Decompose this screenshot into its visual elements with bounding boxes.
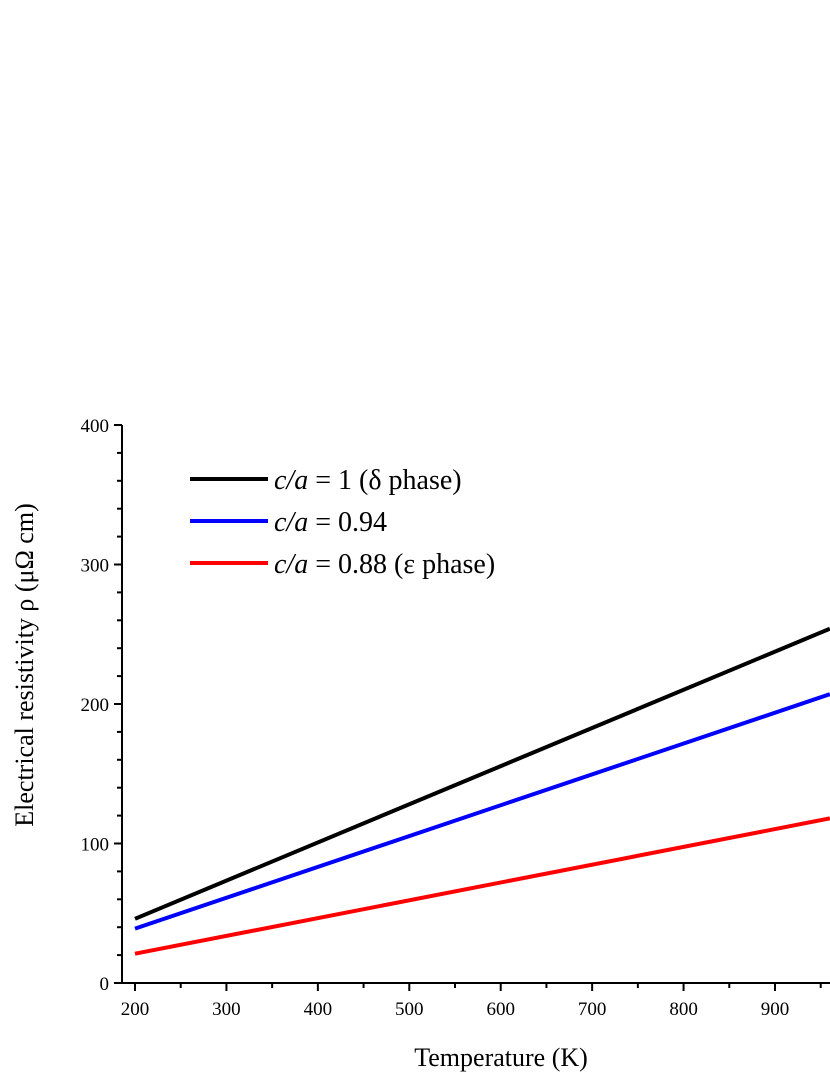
x-tick-label: 500 (395, 999, 424, 1020)
series-line-3 (134, 816, 830, 956)
legend-label-2: c/a = 0.94 (274, 507, 387, 538)
x-tick-label: 900 (761, 999, 790, 1020)
x-tick-label: 200 (121, 999, 150, 1020)
y-tick-label: 0 (100, 974, 110, 995)
y-tick-label: 400 (81, 416, 110, 437)
x-tick-label: 600 (486, 999, 515, 1020)
x-tick-label: 300 (212, 999, 241, 1020)
series-line-2 (134, 692, 830, 931)
ticks (114, 424, 822, 991)
axes (121, 425, 830, 984)
y-tick-label: 300 (81, 556, 110, 577)
legend-label-1: c/a = 1 (δ phase) (274, 465, 462, 496)
y-tick-label: 200 (81, 695, 110, 716)
y-tick-label: 100 (81, 835, 110, 856)
legend-label-3: c/a = 0.88 (ε phase) (274, 549, 495, 580)
x-tick-label: 800 (669, 999, 698, 1020)
legend: c/a = 1 (δ phase) c/a = 0.94 c/a = 0.88 (ε… (190, 465, 495, 580)
x-tick-label: 400 (304, 999, 333, 1020)
tick-labels: 0 100 200 300 400 200 300 400 500 600 700 800 900 (81, 416, 790, 1020)
plot-lines (134, 626, 830, 956)
x-axis-title: Temperature (K) (414, 1043, 588, 1072)
y-axis-title: Electrical resistivity ρ (μΩ cm) (10, 503, 39, 826)
x-tick-label: 700 (578, 999, 607, 1020)
series-line-1 (134, 626, 830, 921)
